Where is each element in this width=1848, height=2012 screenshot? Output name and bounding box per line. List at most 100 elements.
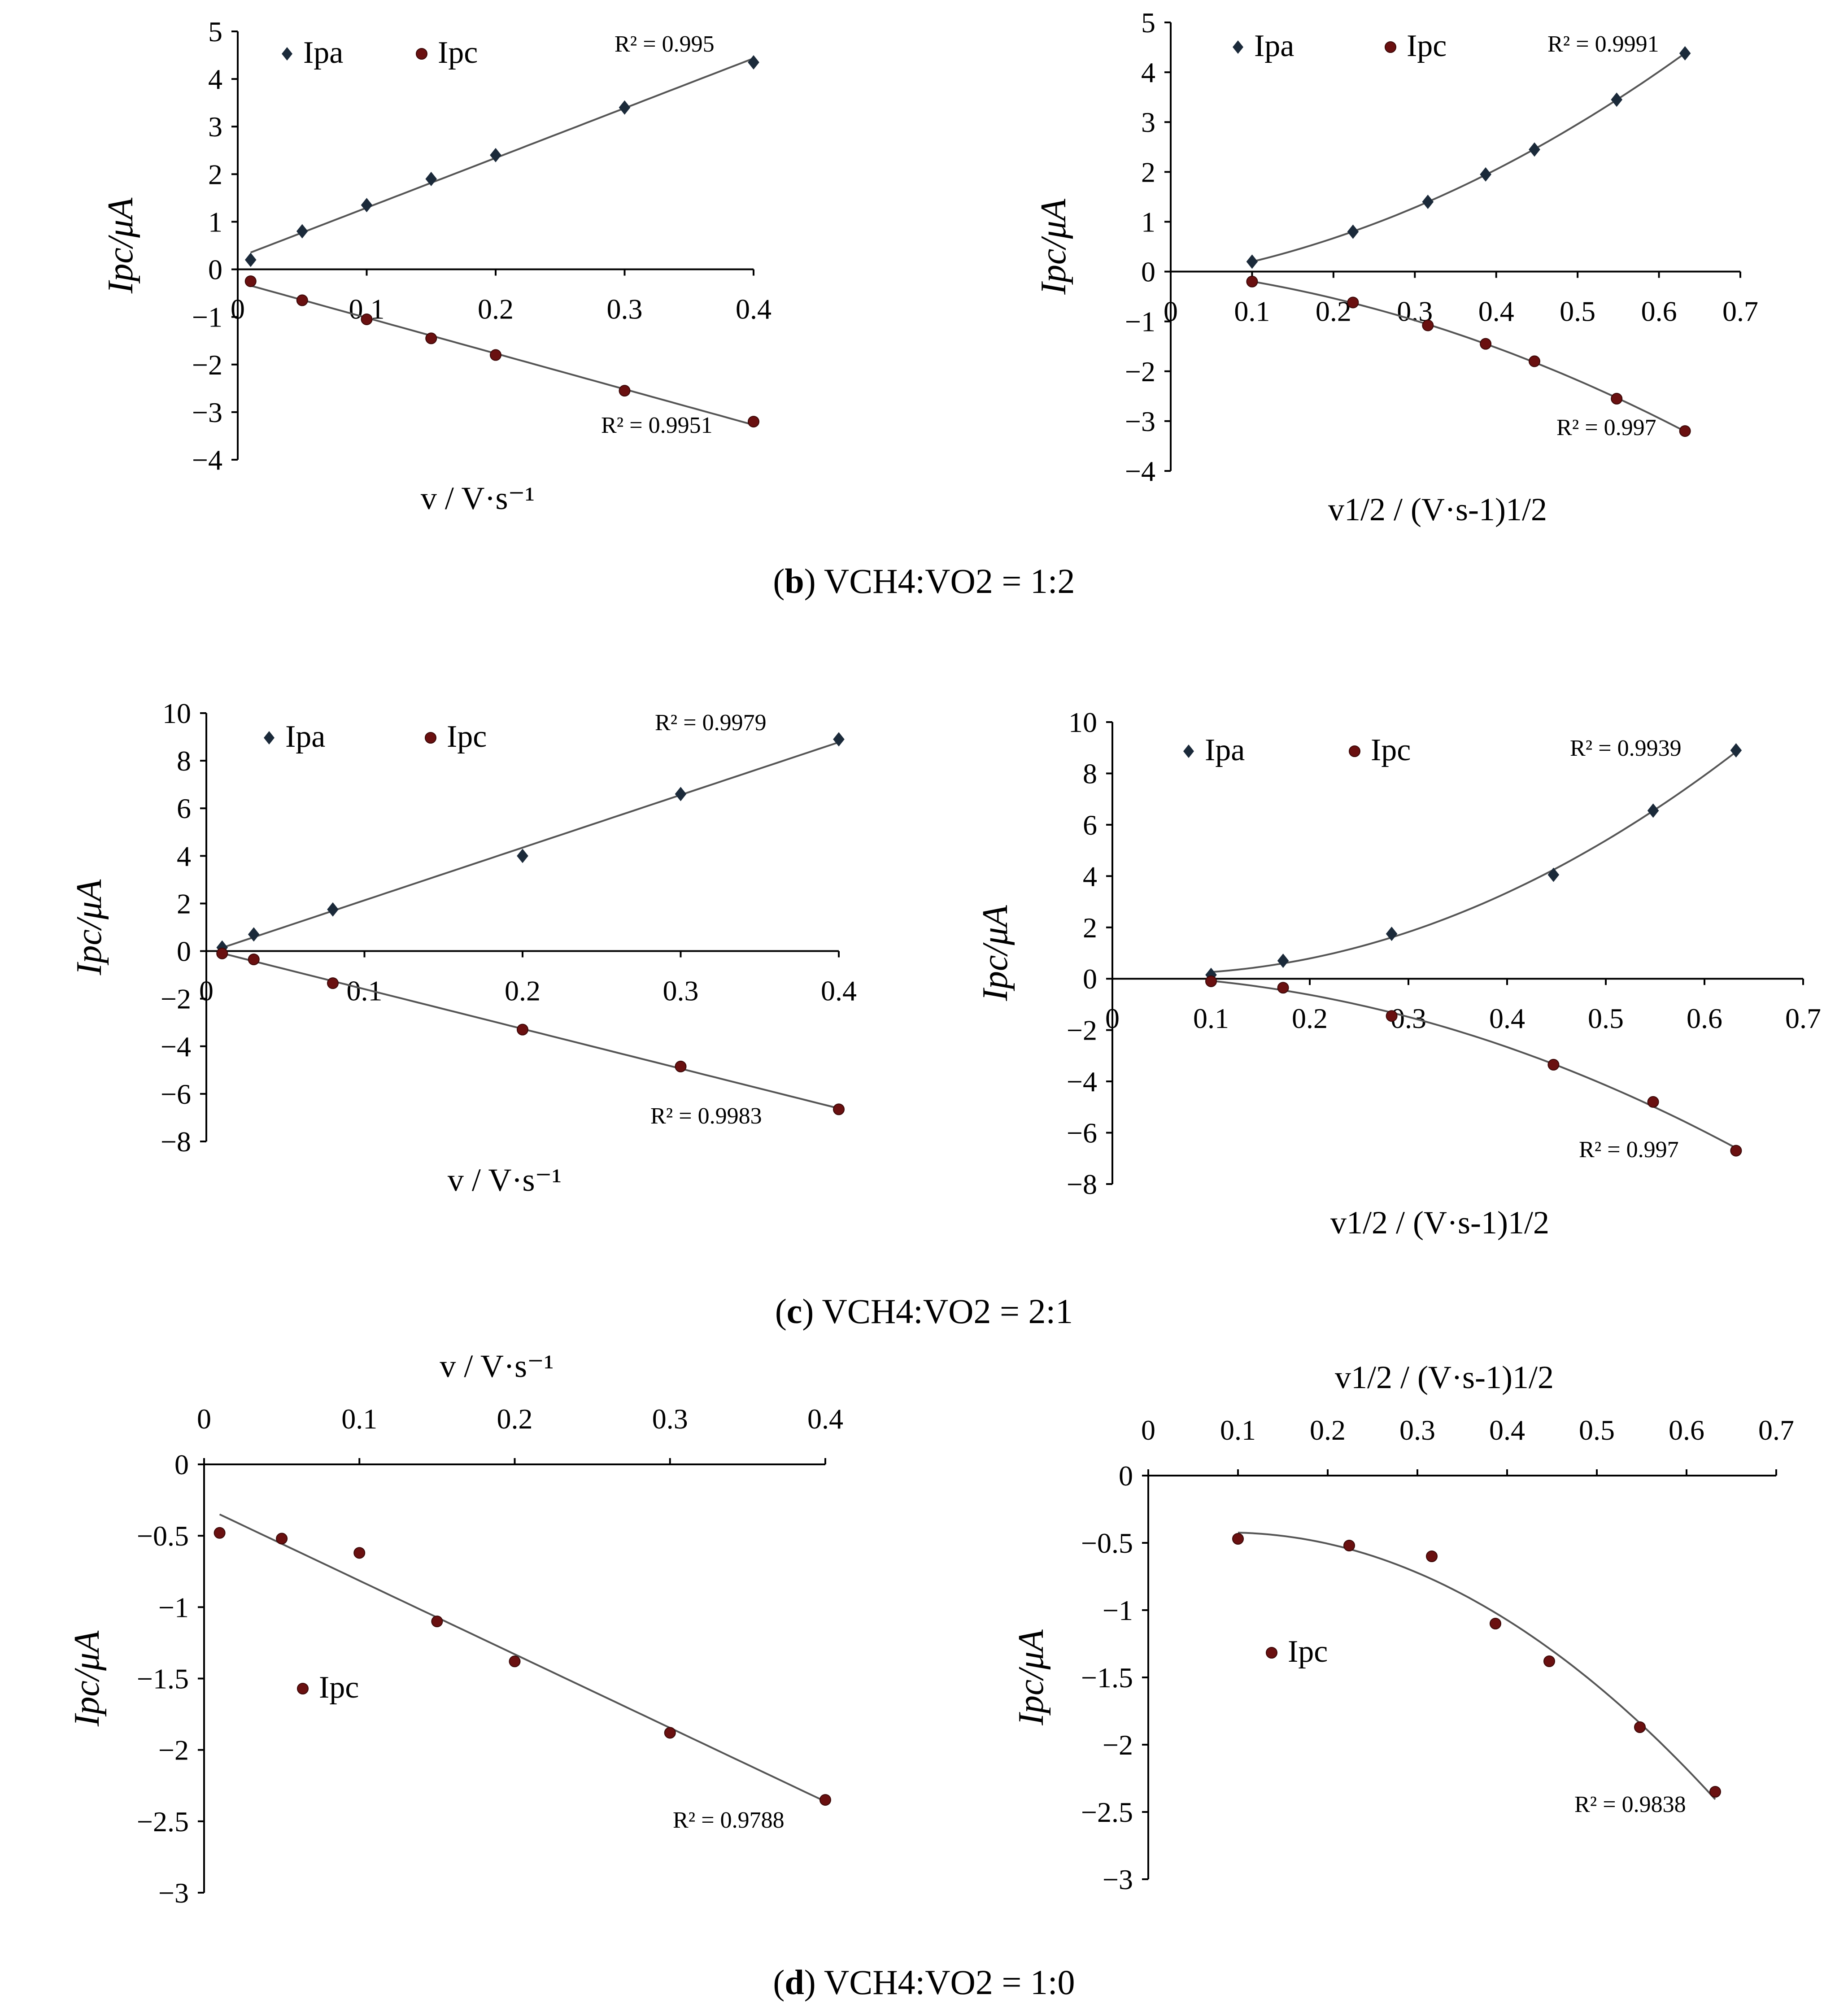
x-axis-label: v1/2 / (V·s-1)1/2 [1330, 1205, 1549, 1241]
x-tick-label: 0.4 [821, 975, 857, 1007]
y-tick-label: 3 [208, 111, 222, 143]
caption-c-letter: c [787, 1292, 802, 1331]
legend-marker-ipa [1183, 745, 1194, 758]
x-tick-label: 0.6 [1687, 1002, 1722, 1034]
x-axis-label: v1/2 / (V·s-1)1/2 [1328, 492, 1547, 527]
y-tick-label: −3 [1125, 405, 1155, 437]
legend-label-ipc: Ipc [438, 35, 478, 70]
x-tick-label: 0.2 [1316, 296, 1351, 327]
caption-c-text: VCH4:VO2 = 2:1 [822, 1292, 1073, 1331]
caption-d-letter: d [785, 1963, 804, 2002]
y-axis-label: Ipc/μA [976, 905, 1015, 1002]
data-point-ipa [1422, 195, 1434, 209]
data-point-ipa [327, 902, 339, 917]
legend-marker-ipc [1385, 41, 1396, 53]
fit-line-ipc [250, 284, 754, 426]
data-point-ipc [1490, 1618, 1501, 1629]
x-tick-label: 0.5 [1560, 296, 1595, 327]
data-point-ipc [1386, 1010, 1398, 1022]
y-tick-label: 2 [1141, 156, 1155, 188]
y-tick-label: −1 [1125, 306, 1155, 338]
caption-b-letter: b [785, 562, 804, 601]
y-tick-label: 4 [1141, 57, 1155, 88]
data-point-ipa [490, 148, 501, 162]
x-tick-label: 0 [197, 1403, 211, 1435]
data-point-ipc [1709, 1786, 1721, 1798]
fit-line-ipa [250, 57, 754, 253]
data-point-ipc [509, 1655, 521, 1668]
x-tick-label: 0.7 [1758, 1414, 1794, 1446]
x-tick-label: 0.7 [1785, 1002, 1821, 1034]
data-point-ipc [214, 1527, 226, 1539]
fit-line-ipc [219, 1513, 826, 1803]
y-tick-label: −1.5 [1081, 1662, 1133, 1694]
legend-marker-ipa [264, 731, 275, 745]
y-tick-label: −1 [158, 1591, 189, 1623]
data-point-ipc [327, 977, 339, 989]
caption-d: (d) VCH4:VO2 = 1:0 [773, 1963, 1075, 2002]
caption-d-close: ) [804, 1963, 824, 2002]
x-axis-label: v / V·s⁻¹ [448, 1162, 562, 1198]
y-tick-label: 4 [1083, 860, 1097, 892]
y-tick-label: −2.5 [1081, 1796, 1133, 1828]
data-point-ipc [1543, 1655, 1555, 1667]
r2-label-ipa: R² = 0.995 [615, 31, 715, 57]
y-tick-label: 0 [1119, 1460, 1133, 1492]
data-point-ipa [244, 253, 257, 267]
data-point-ipa [1347, 224, 1359, 239]
x-tick-label: 0.4 [736, 293, 771, 325]
data-point-ipc [1647, 1096, 1659, 1108]
y-axis-label: Ipc/μA [101, 197, 140, 294]
x-tick-label: 0 [199, 975, 214, 1007]
y-tick-label: −2 [161, 983, 191, 1015]
caption-b-close: ) [804, 562, 824, 601]
x-tick-label: 0 [1164, 296, 1178, 327]
chart-d-left: 0 −0.5 −1 −1.5 −2 −2.5 −3 0 0.1 0.2 0.3 0.4 v / V·s⁻… [67, 1348, 843, 1909]
data-point-ipc [1246, 275, 1258, 287]
x-tick-label: 0.4 [1478, 296, 1514, 327]
y-axis-label: Ipc/μA [1011, 1629, 1051, 1726]
data-point-ipa [248, 927, 260, 942]
x-tick-label: 0.4 [807, 1403, 843, 1435]
y-tick-label: 0 [1141, 256, 1155, 288]
data-point-ipc [819, 1794, 831, 1806]
data-point-ipa [1529, 142, 1540, 157]
data-point-ipa [1386, 927, 1398, 941]
data-point-ipa [748, 55, 759, 70]
legend-label-ipc: Ipc [447, 719, 487, 754]
y-tick-label: 2 [1083, 912, 1097, 944]
y-tick-label: 6 [177, 793, 191, 824]
y-axis-label: Ipc/μA [1034, 198, 1073, 295]
legend-marker-ipa [1233, 40, 1243, 54]
r2-label-ipc: R² = 0.9951 [601, 413, 713, 438]
x-axis-label: v / V·s⁻¹ [440, 1348, 554, 1384]
y-tick-label: −8 [1067, 1168, 1097, 1200]
data-point-ipc [1422, 319, 1434, 331]
data-point-ipc [1547, 1058, 1560, 1071]
data-point-ipa [1730, 743, 1742, 758]
y-tick-label: −4 [192, 444, 222, 476]
x-tick-label: 0.4 [1489, 1002, 1525, 1034]
data-point-ipc [425, 332, 437, 344]
y-tick-label: −1 [1103, 1594, 1133, 1626]
y-tick-label: 2 [208, 158, 222, 190]
data-point-ipc [1232, 1533, 1244, 1545]
y-tick-label: 1 [1141, 206, 1155, 238]
y-tick-label: 0 [208, 254, 222, 286]
x-tick-label: 0.3 [607, 293, 643, 325]
data-point-ipa [517, 849, 528, 863]
data-point-ipa [425, 171, 437, 186]
r2-label-ipa: R² = 0.9939 [1570, 736, 1682, 761]
legend-label-ipc: Ipc [319, 1670, 359, 1705]
legend-marker-ipc [1349, 745, 1360, 757]
x-tick-label: 0.1 [1220, 1414, 1256, 1446]
data-point-ipa [1611, 92, 1623, 107]
x-tick-label: 0.2 [505, 975, 540, 1007]
r2-label-ipa: R² = 0.9991 [1547, 31, 1659, 57]
x-tick-label: 0.3 [652, 1403, 688, 1435]
